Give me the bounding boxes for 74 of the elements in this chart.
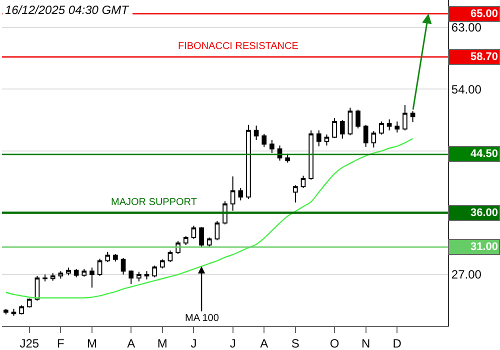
candlestick (246, 124, 251, 200)
x-tick-label: J (190, 336, 197, 350)
candlestick (230, 176, 236, 212)
candlestick (300, 175, 306, 189)
candlestick (238, 188, 244, 201)
candlestick (160, 258, 165, 269)
candlestick (356, 109, 360, 129)
candlestick (332, 118, 337, 138)
x-tick-label: A (260, 336, 268, 350)
candlestick (90, 267, 94, 288)
candlestick (379, 120, 384, 136)
ref-line-label: 44.50 (470, 148, 498, 160)
x-tick-label: F (57, 336, 64, 350)
candlestick (285, 153, 290, 164)
candlestick (262, 133, 267, 148)
candlestick (316, 130, 322, 147)
x-tick-label: M (86, 336, 97, 350)
x-tick-label: O (330, 336, 340, 350)
y-tick-label: 63.00 (451, 20, 482, 35)
candlestick (308, 130, 314, 180)
candlestick (214, 220, 220, 241)
candlestick (50, 272, 56, 282)
ref-line-label: 31.00 (470, 241, 498, 253)
candlestick (254, 125, 259, 141)
candlestick (191, 225, 196, 240)
candlestick (371, 130, 376, 148)
y-tick-label: 27.00 (451, 268, 482, 282)
x-tick-label: M (157, 336, 168, 350)
candlestick (176, 240, 180, 254)
ref-line-label: 58.70 (470, 51, 498, 63)
candlestick (199, 226, 204, 248)
ref-line-label: 65.00 (470, 8, 498, 20)
candlestick (136, 271, 142, 282)
candlestick (402, 104, 408, 131)
x-tick-label: J (230, 336, 236, 350)
candlestick (74, 268, 79, 278)
candlestick (97, 258, 102, 276)
x-tick-label: S (291, 336, 300, 350)
candlestick (293, 184, 298, 203)
candlestick (105, 251, 110, 263)
line-series (5, 138, 414, 299)
candlestick (340, 120, 345, 140)
candlestick (66, 267, 71, 276)
candlestick (19, 304, 24, 315)
candlestick (270, 140, 274, 154)
annotation: MA 100 (185, 313, 220, 324)
annotation: MAJOR SUPPORT (111, 197, 197, 208)
candlestick (183, 236, 188, 246)
candlestick (82, 268, 87, 278)
ref-line-label: 36.00 (470, 207, 498, 219)
candlestick (58, 270, 64, 280)
candlestick (394, 120, 400, 133)
x-tick-label: A (127, 336, 136, 350)
candlestick (120, 258, 126, 276)
y-tick-label: 54.00 (451, 82, 482, 96)
candlestick (386, 118, 392, 131)
x-tick-label: D (392, 336, 402, 350)
candlestick (152, 265, 157, 278)
annotation: FIBONACCI RESISTANCE (178, 41, 299, 52)
candlestick (410, 110, 416, 123)
x-tick-label: J25 (20, 336, 40, 350)
candlestick (113, 253, 118, 262)
candlestick (42, 274, 48, 282)
x-tick-label: N (362, 336, 370, 350)
candlestick (206, 236, 212, 247)
candlestick (26, 298, 32, 308)
candlestick (168, 250, 173, 263)
candlestick (144, 270, 150, 280)
candlestick (324, 134, 330, 146)
candlestick (4, 308, 8, 315)
candlestick (348, 107, 353, 136)
chart-title: 16/12/2025 04:30 GMT (5, 3, 130, 17)
candlestick (363, 124, 368, 148)
candlestick (128, 270, 134, 285)
